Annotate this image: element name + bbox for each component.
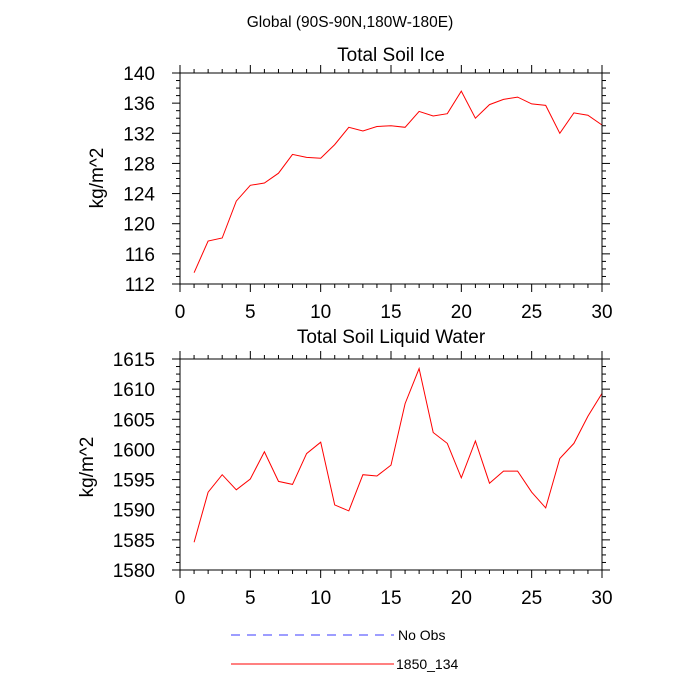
x-tick-label: 20 [451,588,472,609]
soil-ice-title: Total Soil Ice [337,45,445,66]
x-tick-label: 0 [175,302,186,323]
soil-ice-tick-labels: 0 5 10 15 20 25 30 112 116 120 124 128 132 136 140 [123,64,612,323]
y-tick-label: 1590 [113,501,155,522]
soil-ice-panel: Total Soil Ice kg/m^2 0 5 10 15 20 25 30 112 116… [87,45,613,323]
y-tick-label: 136 [123,94,155,115]
y-tick-label: 112 [125,275,155,296]
soil-liquid-water-plot-frame [179,358,603,571]
soil-ice-ylabel: kg/m^2 [87,148,108,209]
x-tick-label: 15 [380,588,401,609]
y-tick-label: 132 [123,124,155,145]
soil-liquid-water-ylabel: kg/m^2 [77,437,98,498]
legend-label-1850-134: 1850_134 [396,656,459,672]
x-tick-label: 0 [175,588,186,609]
series-line-1850-134 [193,366,603,543]
y-tick-label: 1600 [113,440,155,461]
legend: No Obs 1850_134 [231,627,459,672]
x-tick-label: 5 [245,302,256,323]
y-tick-label: 1580 [113,561,155,582]
y-tick-label: 116 [125,245,155,266]
x-tick-label: 10 [310,588,331,609]
soil-ice-series [193,90,603,273]
y-tick-label: 1610 [113,380,155,401]
legend-label-no-obs: No Obs [398,627,445,643]
soil-liquid-water-panel: Total Soil Liquid Water kg/m^2 0 5 10 15 20 2… [77,327,613,609]
y-tick-label: 120 [123,215,155,236]
x-tick-label: 30 [591,302,612,323]
series-line-1850-134 [193,90,603,273]
y-tick-label: 1585 [113,531,155,552]
soil-liquid-water-tick-labels: 0 5 10 15 20 25 30 1580 1585 1590 1595 1600 1605 1610… [113,350,613,609]
y-tick-label: 1615 [113,350,155,371]
soil-liquid-water-series [193,366,603,543]
x-tick-label: 25 [521,588,542,609]
x-tick-label: 30 [591,588,612,609]
y-tick-label: 1595 [113,471,155,492]
soil-ice-ticks [172,65,610,292]
figure-title: Global (90S-90N,180W-180E) [247,14,454,31]
y-tick-label: 140 [123,64,155,85]
x-tick-label: 5 [245,588,256,609]
soil-liquid-water-ticks [172,351,610,578]
y-tick-label: 1605 [113,410,155,431]
soil-ice-plot-frame [179,72,603,285]
y-tick-label: 128 [123,154,155,175]
soil-liquid-water-title: Total Soil Liquid Water [297,327,486,348]
x-tick-label: 10 [310,302,331,323]
x-tick-label: 15 [380,302,401,323]
y-tick-label: 124 [123,185,155,206]
x-tick-label: 20 [451,302,472,323]
x-tick-label: 25 [521,302,542,323]
